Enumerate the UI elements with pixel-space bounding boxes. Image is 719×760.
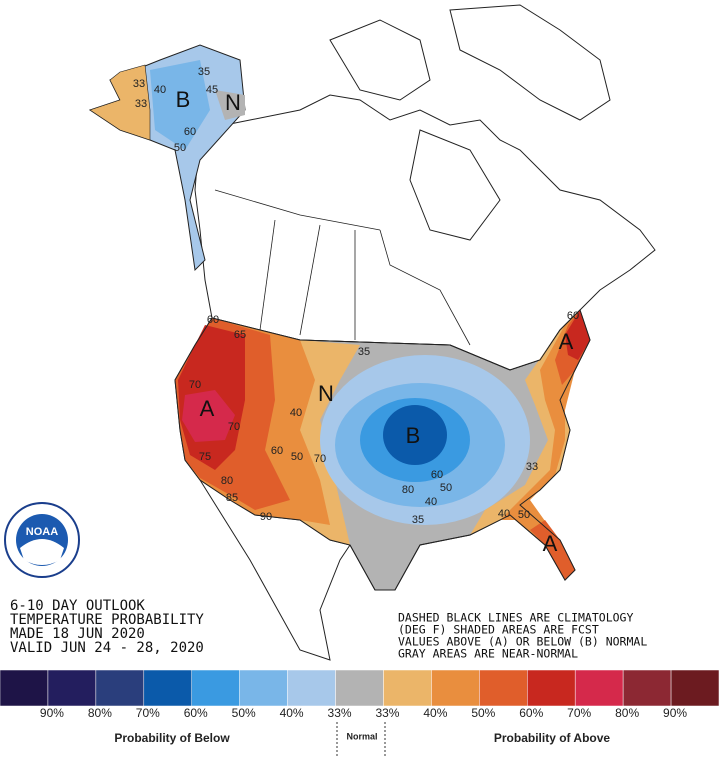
- map-letter: B: [176, 87, 191, 112]
- outlook-line: VALID JUN 24 - 28, 2020: [10, 640, 204, 656]
- alaska-normal: [215, 90, 245, 120]
- conus-outline: [174, 309, 591, 591]
- legend-title: Normal: [346, 731, 377, 741]
- note-line: DASHED BLACK LINES ARE CLIMATOLOGY: [398, 611, 633, 625]
- legend-label: 80%: [615, 706, 639, 720]
- contour-label: 80: [402, 484, 414, 496]
- map-letter: A: [559, 329, 574, 354]
- contour-label: 65: [234, 329, 246, 341]
- map-letter: N: [225, 90, 241, 115]
- contour-label: 40: [154, 84, 166, 96]
- legend-swatch: [239, 669, 288, 707]
- contour-label: 60: [184, 126, 196, 138]
- alaska-below: [150, 60, 210, 150]
- legend-swatch: [431, 669, 480, 707]
- legend-label: 50%: [232, 706, 256, 720]
- contour-label: 45: [206, 84, 218, 96]
- contour-label: 40: [290, 407, 302, 419]
- map-letter: A: [543, 531, 558, 556]
- contour-label: 60: [567, 310, 579, 322]
- note-line: GRAY AREAS ARE NEAR-NORMAL: [398, 647, 578, 661]
- legend-swatch: [191, 669, 240, 707]
- legend-label: 60%: [184, 706, 208, 720]
- contour-label: 90: [260, 511, 272, 523]
- outlook-line: MADE 18 JUN 2020: [10, 626, 145, 642]
- contour-label: 40: [498, 508, 510, 520]
- legend-label: 70%: [136, 706, 160, 720]
- contour-label: 70: [189, 379, 201, 391]
- legend-swatch: [574, 669, 624, 707]
- logo-text: NOAA: [26, 526, 58, 538]
- contour-label: 40: [425, 496, 437, 508]
- legend-swatch: [47, 669, 97, 707]
- legend-swatch: [0, 669, 49, 707]
- map-letter: B: [406, 423, 421, 448]
- legend-label: 90%: [40, 706, 64, 720]
- contour-label: 60: [271, 445, 283, 457]
- legend-title: Probability of Below: [114, 731, 230, 745]
- legend-label: 40%: [280, 706, 304, 720]
- alaska-above: [89, 64, 151, 141]
- contour-label: 80: [221, 475, 233, 487]
- map-letter: A: [200, 396, 215, 421]
- legend-label: 70%: [567, 706, 591, 720]
- note-line: (DEG F) SHADED AREAS ARE FCST: [398, 623, 599, 637]
- legend-label: 40%: [423, 706, 447, 720]
- legend-swatch: [383, 669, 432, 707]
- contour-label: 33: [526, 461, 538, 473]
- noaa-logo: NOAA: [4, 502, 80, 578]
- legend-swatch: [143, 669, 192, 707]
- contour-label: 50: [174, 142, 186, 154]
- contour-label: 50: [291, 451, 303, 463]
- contour-label: 35: [412, 514, 424, 526]
- contour-label: 60: [207, 314, 219, 326]
- contour-label: 60: [431, 469, 443, 481]
- contour-label: 50: [440, 482, 452, 494]
- legend-label: 90%: [663, 706, 687, 720]
- west-80: [182, 390, 235, 442]
- legend-swatch: [335, 669, 384, 707]
- contour-label: 75: [199, 451, 211, 463]
- contour-label: 85: [226, 492, 238, 504]
- outlook-line: 6-10 DAY OUTLOOK: [10, 598, 145, 614]
- boundaries: [214, 189, 471, 346]
- legend-label: 50%: [471, 706, 495, 720]
- legend-title: Probability of Above: [494, 731, 611, 745]
- legend-swatch: [670, 669, 719, 707]
- outlook-line: TEMPERATURE PROBABILITY: [10, 612, 204, 628]
- below-60: [383, 405, 447, 465]
- legend-swatch: [95, 669, 145, 707]
- map-letter: N: [318, 381, 334, 406]
- contour-label: 33: [135, 98, 147, 110]
- legend-label: 60%: [519, 706, 543, 720]
- land: [194, 4, 656, 371]
- contour-label: 33: [133, 78, 145, 90]
- contour-label: 50: [518, 509, 530, 521]
- legend-label: 33%: [375, 706, 399, 720]
- contour-label: 70: [314, 453, 326, 465]
- legend-swatch: [479, 669, 528, 707]
- legend-label: 80%: [88, 706, 112, 720]
- contour-label: 70: [228, 421, 240, 433]
- note-line: VALUES ABOVE (A) OR BELOW (B) NORMAL: [398, 635, 647, 649]
- contour-label: 35: [358, 346, 370, 358]
- mexico: [199, 479, 351, 661]
- legend-swatch: [287, 669, 336, 707]
- contour-label: 35: [198, 66, 210, 78]
- legend-swatch: [527, 669, 576, 707]
- legend: 90% 80% 70% 60% 50% 40% 33% 33% 40% 50% 60% 70% 80% 9…: [0, 669, 719, 720]
- legend-swatch: [622, 669, 672, 707]
- legend-label: 33%: [328, 706, 352, 720]
